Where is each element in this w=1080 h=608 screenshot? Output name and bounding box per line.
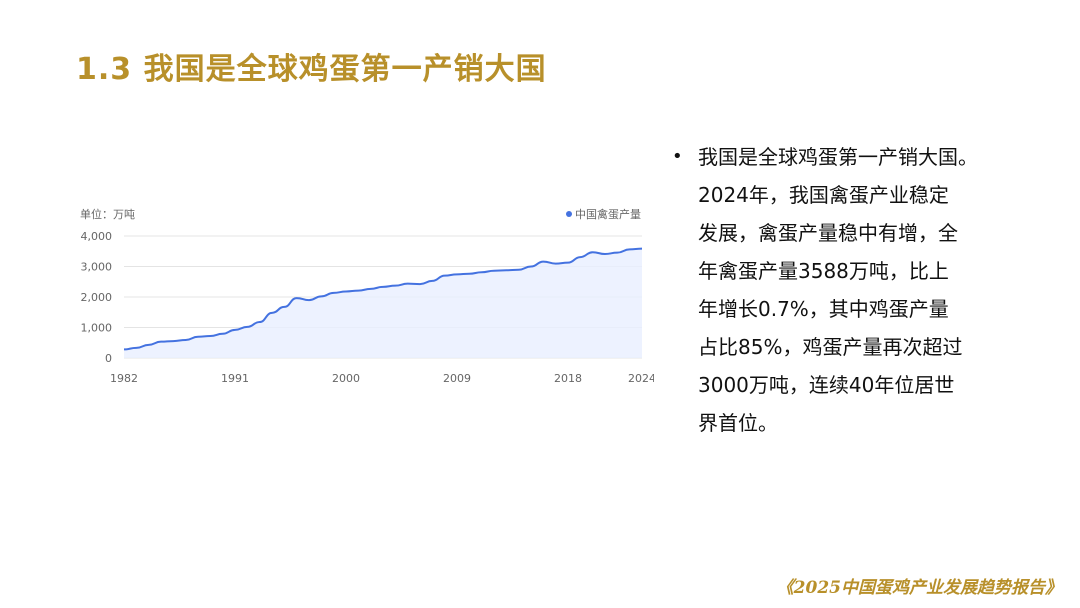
chart-legend: 中国禽蛋产量 bbox=[566, 207, 641, 221]
y-tick-label: 3,000 bbox=[81, 261, 113, 274]
legend-label: 中国禽蛋产量 bbox=[575, 207, 641, 221]
y-tick-label: 0 bbox=[105, 352, 112, 365]
x-tick-label: 2000 bbox=[332, 372, 360, 385]
bullet-marker: • bbox=[672, 146, 683, 167]
bullet-list: • 我国是全球鸡蛋第一产销大国。 2024年，我国禽蛋产业稳定 发展，禽蛋产量稳… bbox=[672, 138, 1022, 442]
x-tick-label: 2009 bbox=[443, 372, 471, 385]
legend-marker bbox=[566, 211, 572, 217]
x-tick-label: 2018 bbox=[554, 372, 582, 385]
series-line bbox=[123, 247, 643, 351]
bullet-text: 我国是全球鸡蛋第一产销大国。 2024年，我国禽蛋产业稳定 发展，禽蛋产量稳中有… bbox=[698, 145, 978, 435]
x-tick-label: 2024 bbox=[628, 372, 654, 385]
y-tick-label: 1,000 bbox=[81, 322, 113, 335]
egg-production-chart: 单位：万吨 中国禽蛋产量 0 1,000 2,000 3,000 4,000 1982 1… bbox=[74, 200, 654, 400]
y-tick-label: 4,000 bbox=[81, 230, 113, 243]
y-tick-label: 2,000 bbox=[81, 291, 113, 304]
x-axis-ticks: 1982 1991 2000 2009 2018 2024 bbox=[110, 372, 654, 385]
x-tick-label: 1982 bbox=[110, 372, 138, 385]
x-tick-label: 1991 bbox=[221, 372, 249, 385]
series-area-fill bbox=[124, 248, 642, 358]
slide-title: 1.3 我国是全球鸡蛋第一产销大国 bbox=[76, 52, 547, 87]
y-axis-ticks: 0 1,000 2,000 3,000 4,000 bbox=[81, 230, 113, 365]
chart-unit-label: 单位：万吨 bbox=[80, 207, 135, 221]
report-source-footer: 《2025中国蛋鸡产业发展趋势报告》 bbox=[776, 578, 1062, 598]
